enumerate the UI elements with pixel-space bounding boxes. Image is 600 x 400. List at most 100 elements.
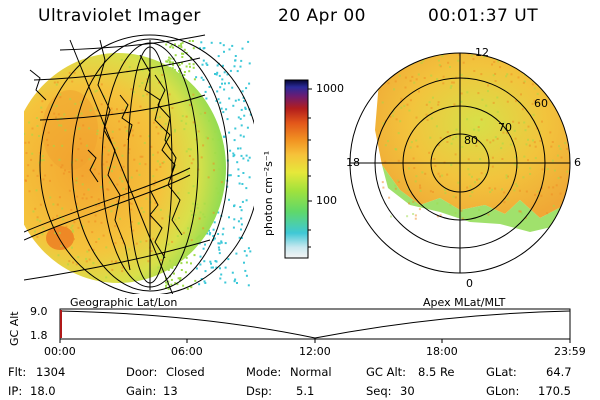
disk-speck (132, 229, 135, 232)
disk-speck (64, 169, 66, 172)
fringe-speck (219, 267, 221, 270)
disk-speck (157, 266, 160, 269)
polar-speck (534, 193, 537, 196)
disk-speck (197, 130, 200, 133)
disk-speck (40, 106, 43, 109)
fringe-speck (226, 118, 229, 121)
polar-speck (517, 121, 520, 124)
fringe-speck (209, 232, 212, 234)
fringe-speck (240, 108, 243, 111)
polar-speck (502, 131, 505, 134)
disk-speck (116, 200, 119, 203)
lat-lon-grid (24, 34, 254, 294)
fringe-speck (248, 176, 251, 179)
polar-speck (556, 154, 559, 157)
disk-speck (217, 138, 220, 141)
polar-speck (579, 143, 581, 145)
disk-speck (190, 210, 193, 213)
disk-speck (155, 126, 158, 129)
polar-speck (497, 60, 500, 63)
fringe-speck (183, 74, 186, 76)
fringe-speck (170, 44, 173, 47)
disk-speck (50, 164, 53, 167)
disk-speck (39, 203, 42, 206)
polar-speck (460, 92, 463, 95)
polar-speck (430, 49, 432, 51)
disk-speck (135, 169, 138, 172)
polar-speck (433, 158, 436, 160)
colorbar-ticks (308, 88, 312, 248)
fringe-speck (205, 62, 208, 65)
disk-speck (58, 158, 61, 161)
disk-speck (85, 260, 88, 263)
polar-speck (437, 59, 440, 62)
disk-speck (88, 249, 90, 252)
polar-speck (481, 98, 484, 101)
polar-speck (490, 188, 493, 191)
polar-speck (545, 55, 548, 58)
disk-speck (187, 192, 190, 194)
fringe-speck (244, 108, 247, 110)
polar-speck (410, 141, 413, 144)
polar-speck (533, 54, 536, 57)
disk-speck (82, 124, 85, 127)
fringe-speck (203, 47, 206, 49)
fringe-speck (202, 59, 205, 62)
fringe-speck (228, 48, 231, 51)
disk-speck (97, 172, 100, 175)
fringe-speck (233, 218, 236, 221)
disk-speck (54, 232, 57, 235)
disk-speck (85, 197, 88, 200)
altitude-xtick-1800: 18:00 (426, 345, 458, 358)
polar-speck (449, 86, 452, 89)
disk-speck (138, 162, 141, 165)
polar-speck (487, 90, 489, 93)
polar-speck (395, 148, 398, 151)
disk-speck (146, 78, 149, 81)
fringe-speck (245, 154, 248, 157)
polar-speck (535, 127, 538, 130)
disk-speck (58, 215, 61, 218)
altitude-plot (59, 308, 571, 343)
polar-speck (525, 143, 528, 146)
disk-speck (55, 105, 58, 107)
polar-speck (505, 176, 508, 179)
polar-speck (547, 186, 550, 189)
polar-speck (523, 80, 526, 83)
disk-speck (62, 218, 65, 221)
fringe-speck (238, 182, 241, 185)
disk-speck (213, 169, 215, 172)
disk-speck (111, 170, 113, 173)
fringe-speck (245, 187, 248, 190)
polar-speck (510, 73, 513, 76)
disk-speck (70, 208, 73, 211)
disk-speck (208, 119, 210, 122)
fringe-speck (208, 233, 211, 236)
disk-speck (31, 133, 34, 136)
polar-speck (446, 131, 449, 134)
disk-speck (192, 185, 195, 188)
fringe-speck (245, 274, 248, 277)
polar-speck (460, 100, 463, 103)
polar-speck (566, 55, 569, 57)
fringe-speck (183, 48, 186, 51)
polar-speck (493, 61, 496, 63)
fringe-speck (247, 159, 250, 162)
disk-speck (118, 128, 121, 131)
disk-speck (105, 246, 108, 249)
disk-speck (87, 188, 90, 191)
polar-speck (415, 116, 418, 119)
disk-speck (61, 164, 64, 167)
disk-speck (128, 248, 131, 251)
fringe-speck (245, 254, 248, 257)
polar-speck (494, 72, 497, 75)
disk-speck (85, 257, 88, 260)
disk-speck (190, 162, 193, 165)
seq-label: Seq: (366, 384, 392, 398)
disk-speck (162, 161, 165, 164)
disk-speck (80, 112, 83, 115)
polar-speck (467, 158, 470, 161)
polar-speck (513, 163, 516, 166)
fringe-speck (240, 228, 242, 231)
disk-speck (93, 168, 96, 171)
